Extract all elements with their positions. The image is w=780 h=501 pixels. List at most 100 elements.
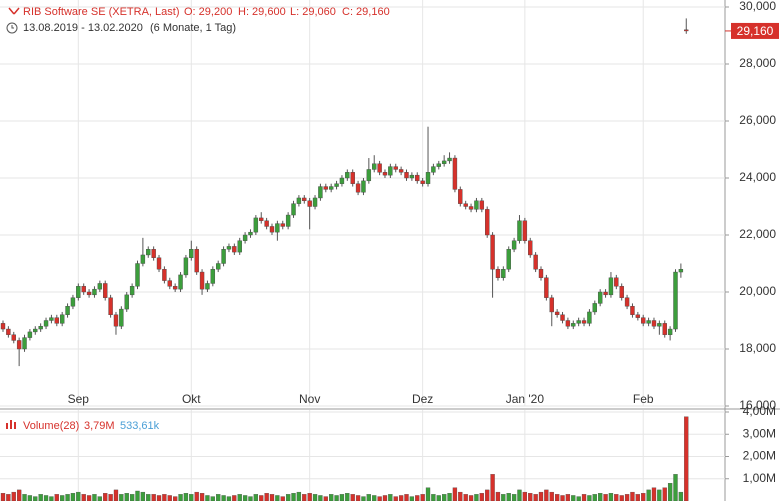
y-tick-label: 28,000 bbox=[739, 56, 776, 70]
volume-bar bbox=[60, 495, 65, 501]
volume-bar bbox=[393, 496, 398, 501]
volume-bar bbox=[431, 494, 436, 501]
candle-body bbox=[409, 174, 415, 179]
volume-bar bbox=[296, 491, 302, 501]
candle-body bbox=[199, 271, 205, 290]
volume-bar bbox=[16, 489, 22, 501]
volume-bar bbox=[312, 494, 318, 501]
x-tick-label: Feb bbox=[633, 392, 654, 406]
volume-bar bbox=[329, 494, 334, 501]
candle-body bbox=[146, 249, 151, 256]
volume-bar bbox=[248, 496, 253, 501]
x-tick-label: Sep bbox=[68, 392, 90, 406]
x-tick-label: Jan '20 bbox=[506, 392, 545, 406]
icon bbox=[13, 7, 20, 15]
candle-body bbox=[382, 172, 388, 176]
candle-body bbox=[511, 240, 517, 250]
candle-body bbox=[54, 317, 59, 324]
candle-body bbox=[506, 249, 511, 270]
candle-body bbox=[393, 166, 398, 170]
ohlc-label: O: 29,200 bbox=[184, 6, 232, 18]
candle-body bbox=[129, 286, 135, 296]
volume-bar bbox=[119, 494, 124, 501]
volume-bar bbox=[522, 491, 528, 501]
candle-body bbox=[571, 323, 576, 327]
candle-body bbox=[285, 214, 291, 227]
candle-body bbox=[92, 288, 97, 296]
volume-bar bbox=[485, 489, 490, 501]
volume-bar bbox=[366, 494, 371, 501]
volume-bar bbox=[129, 494, 135, 501]
volume-bar bbox=[554, 494, 560, 501]
y-tick-label: 22,000 bbox=[739, 227, 776, 241]
volume-bar bbox=[603, 494, 608, 501]
candle-body bbox=[345, 172, 350, 179]
volume-bar bbox=[140, 491, 146, 501]
volume-bar bbox=[189, 494, 194, 501]
volume-bar bbox=[544, 489, 549, 501]
candle-body bbox=[205, 283, 210, 290]
candle-body bbox=[614, 277, 619, 287]
candle-body bbox=[237, 240, 242, 253]
volume-bar bbox=[264, 493, 269, 501]
volume-bar bbox=[673, 474, 678, 501]
volume-bar bbox=[361, 496, 366, 501]
candle-body bbox=[178, 274, 183, 290]
volume-bar bbox=[86, 495, 92, 501]
y-tick-label: 18,000 bbox=[739, 341, 776, 355]
y-tick-label: 1,00M bbox=[743, 471, 776, 485]
candle-body bbox=[194, 249, 199, 273]
volume-bar bbox=[624, 494, 630, 501]
volume-bar bbox=[27, 495, 33, 501]
candle-body bbox=[501, 269, 506, 278]
volume-bar bbox=[458, 491, 463, 501]
candle-body bbox=[684, 29, 689, 32]
volume-legend: Volume(28) 3,79M 533,61k bbox=[6, 420, 160, 432]
candle-body bbox=[603, 291, 608, 296]
candle-body bbox=[151, 249, 156, 259]
candle-body bbox=[425, 172, 431, 184]
candle-body bbox=[441, 160, 447, 164]
candle-body bbox=[103, 283, 108, 298]
candle-body bbox=[183, 257, 189, 276]
candle-body bbox=[404, 172, 409, 179]
last-price-label: 29,160 bbox=[737, 24, 774, 38]
candle-body bbox=[318, 186, 323, 199]
candle-body bbox=[172, 286, 178, 290]
candle-body bbox=[210, 269, 216, 284]
candle-body bbox=[581, 320, 587, 324]
candle-body bbox=[355, 183, 361, 193]
candle-body bbox=[624, 297, 630, 307]
candle-body bbox=[377, 163, 382, 173]
volume-bar bbox=[49, 496, 54, 501]
candle-body bbox=[253, 217, 259, 233]
volume-bar bbox=[146, 494, 151, 501]
candle-body bbox=[167, 280, 172, 287]
candle-body bbox=[280, 223, 285, 227]
candle-body bbox=[59, 314, 65, 324]
candle-body bbox=[124, 294, 129, 310]
candle-body bbox=[538, 269, 544, 278]
volume-bar bbox=[635, 494, 640, 501]
volume-bar bbox=[474, 494, 479, 501]
volume-bar bbox=[302, 494, 307, 501]
volume-bar bbox=[6, 494, 11, 501]
volume-bar bbox=[135, 490, 140, 501]
candle-body bbox=[549, 297, 554, 313]
volume-bar bbox=[404, 494, 409, 501]
x-tick-label: Okt bbox=[182, 392, 201, 406]
volume-bar bbox=[495, 491, 501, 501]
candle-body bbox=[388, 166, 393, 176]
y-tick-label: 16,000 bbox=[739, 398, 776, 412]
volume-bar bbox=[409, 496, 415, 501]
candle-body bbox=[275, 223, 280, 233]
volume-bar bbox=[43, 495, 49, 501]
candle-body bbox=[156, 257, 162, 270]
volume-bar bbox=[533, 494, 538, 501]
candle-body bbox=[119, 308, 124, 327]
candle-body bbox=[619, 286, 624, 298]
last-price-box bbox=[731, 22, 779, 39]
candle-body bbox=[463, 203, 468, 207]
candle-body bbox=[226, 246, 232, 250]
candle-body bbox=[11, 334, 16, 341]
